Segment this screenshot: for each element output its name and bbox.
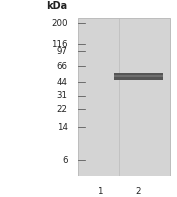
Bar [114,75,162,76]
Text: 22: 22 [57,105,68,114]
Text: 14: 14 [57,123,68,132]
Text: 1: 1 [97,187,103,196]
Bar [114,73,162,80]
Text: kDa: kDa [47,1,68,11]
Bar [78,18,170,176]
Text: 116: 116 [51,40,68,49]
Text: 66: 66 [57,62,68,71]
Text: 200: 200 [51,19,68,28]
Text: 2: 2 [135,187,141,196]
Text: 44: 44 [57,78,68,87]
Text: 97: 97 [57,47,68,56]
Text: 6: 6 [62,156,68,165]
Text: 31: 31 [57,91,68,100]
